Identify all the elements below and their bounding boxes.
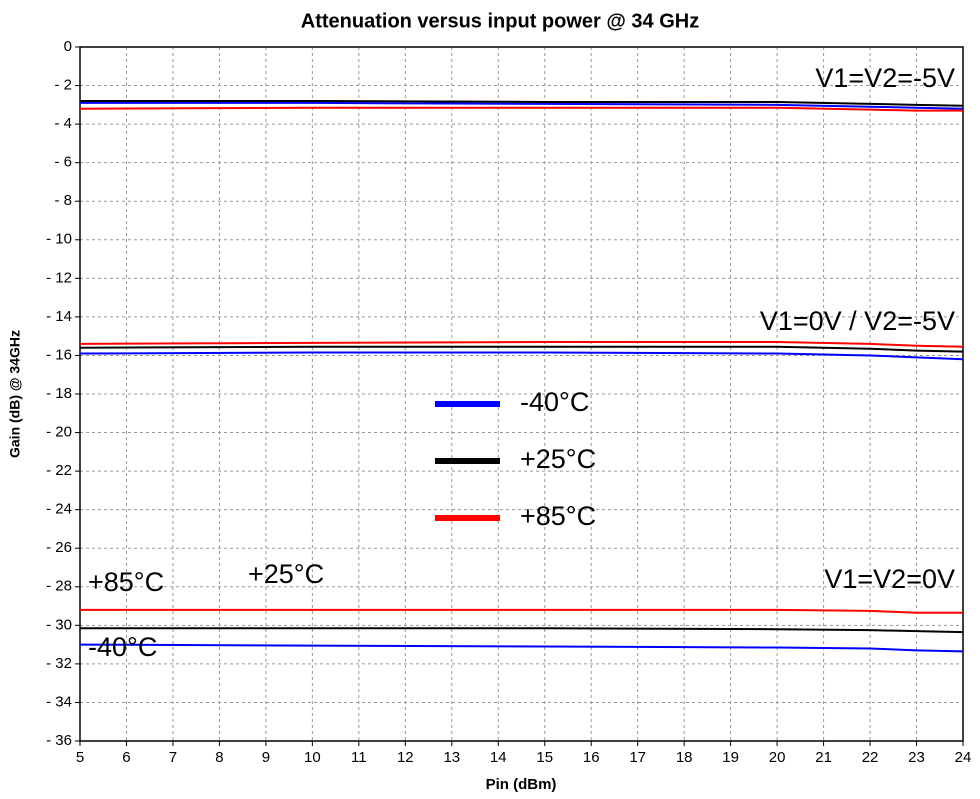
plot-frame	[79, 46, 964, 742]
y-tick-label: - 12	[46, 269, 72, 286]
legend-label: -40°C	[520, 387, 589, 417]
series-line	[80, 101, 964, 110]
y-tick-label: - 30	[46, 616, 72, 633]
series-line	[80, 608, 963, 614]
x-tick-label: 21	[815, 749, 832, 766]
annotation: V1=V2=-5V	[815, 63, 955, 93]
series-line	[80, 627, 964, 634]
x-tick-label: 24	[955, 749, 972, 766]
y-tick-label: - 22	[46, 462, 72, 479]
y-tick-label: - 36	[46, 732, 72, 749]
y-tick-label: - 32	[46, 655, 72, 672]
y-tick-label: - 16	[46, 346, 72, 363]
series-line	[79, 643, 964, 653]
plot-background	[80, 47, 963, 741]
series-line	[80, 99, 964, 107]
annotation: V1=0V / V2=-5V	[760, 306, 955, 336]
y-tick-label: - 8	[54, 192, 72, 209]
y-tick-label: - 28	[46, 578, 72, 595]
legend-label: +85°C	[520, 501, 596, 531]
annotation: V1=V2=0V	[824, 564, 955, 594]
x-tick-label: 22	[862, 749, 879, 766]
series-line	[79, 351, 964, 361]
annotation: +25°C	[248, 559, 324, 589]
x-tick-label: 23	[908, 749, 925, 766]
y-axis-label: Gain (dB) @ 34GHz	[7, 330, 23, 458]
y-tick-label: - 18	[46, 385, 72, 402]
y-tick-label: - 2	[54, 77, 72, 94]
x-tick-label: 20	[769, 749, 786, 766]
legend-label: +25°C	[520, 444, 596, 474]
annotation: +85°C	[88, 567, 164, 597]
y-tick-label: - 24	[46, 501, 72, 518]
x-tick-label: 19	[722, 749, 739, 766]
y-tick-label: 0	[64, 38, 72, 55]
series-line	[79, 340, 964, 348]
x-tick-label: 6	[122, 749, 130, 766]
y-tick-label: - 4	[54, 115, 72, 132]
annotation: -40°C	[88, 632, 157, 662]
x-tick-label: 5	[76, 749, 84, 766]
x-tick-label: 8	[215, 749, 223, 766]
x-tick-label: 13	[443, 749, 460, 766]
y-tick-label: - 26	[46, 539, 72, 556]
y-tick-label: - 6	[54, 154, 72, 171]
y-tick-label: - 14	[46, 308, 72, 325]
x-tick-label: 18	[676, 749, 693, 766]
x-tick-label: 12	[397, 749, 414, 766]
x-tick-label: 11	[351, 749, 367, 766]
x-axis-label: Pin (dBm)	[486, 776, 557, 793]
y-tick-label: - 34	[46, 693, 72, 710]
chart-title: Attenuation versus input power @ 34 GHz	[301, 10, 699, 32]
x-tick-label: 10	[304, 749, 321, 766]
series-line	[79, 345, 964, 353]
x-tick-label: 9	[262, 749, 270, 766]
x-tick-label: 15	[536, 749, 553, 766]
y-tick-label: - 20	[46, 424, 72, 441]
x-tick-label: 17	[629, 749, 646, 766]
x-tick-label: 14	[490, 749, 507, 766]
x-tick-label: 16	[583, 749, 600, 766]
series-line	[79, 106, 963, 112]
x-tick-label: 7	[169, 749, 177, 766]
y-tick-label: - 10	[46, 231, 72, 248]
